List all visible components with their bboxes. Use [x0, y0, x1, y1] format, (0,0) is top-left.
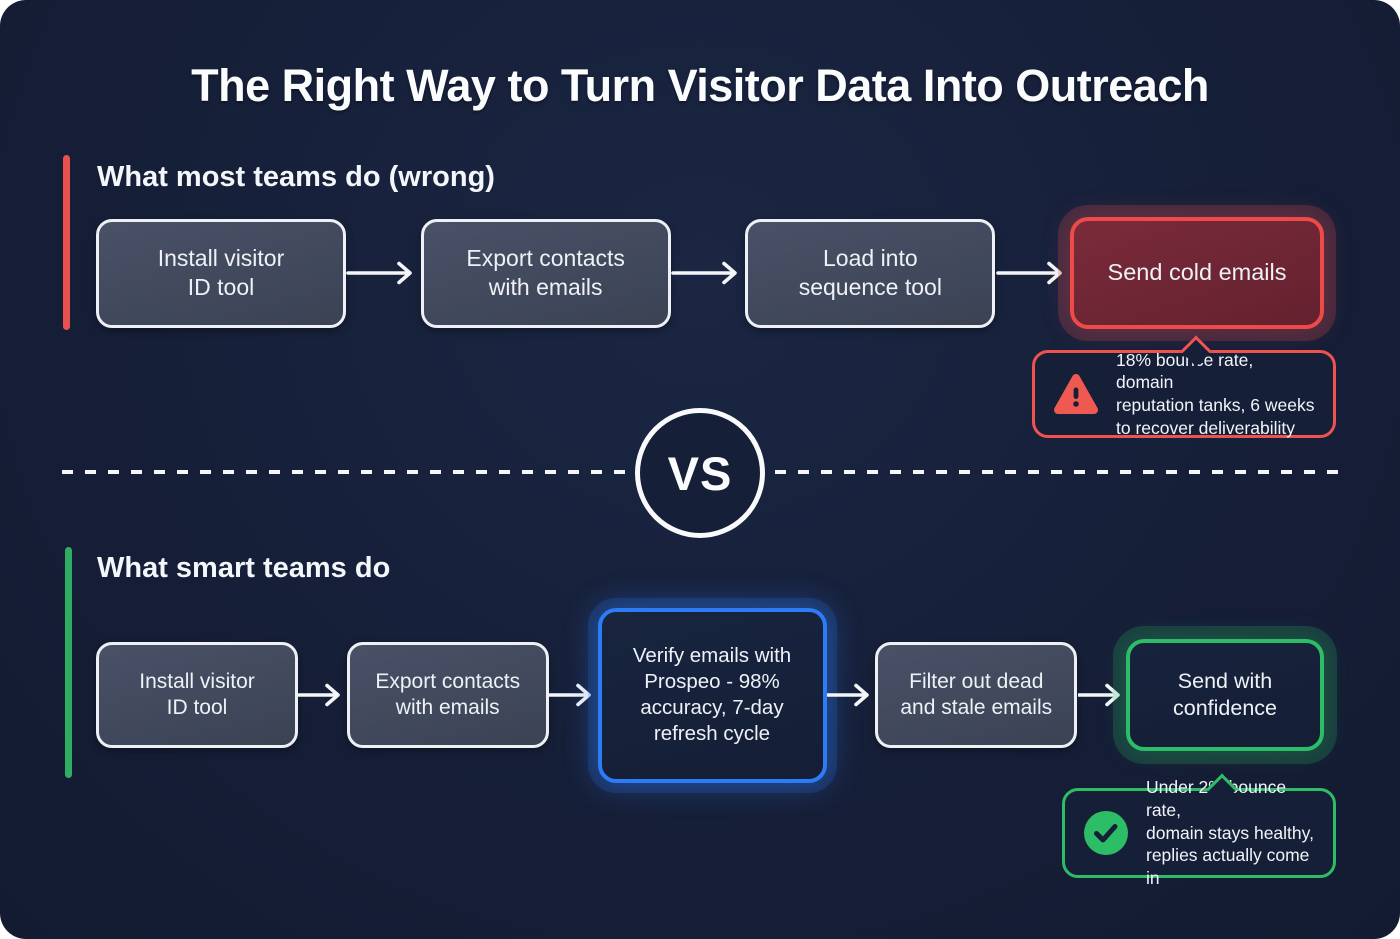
arrow-right-icon	[346, 261, 413, 285]
step-send-cold-emails: Send cold emails	[1070, 217, 1325, 329]
step-install-visitor-id-tool: Install visitor ID tool	[96, 642, 298, 748]
arrow-right-icon	[826, 683, 869, 707]
flow-connector	[671, 259, 746, 287]
smart-flow-row: Install visitor ID tool Export contacts …	[96, 605, 1324, 785]
smart-outcome-callout: Under 2% bounce rate, domain stays healt…	[1062, 773, 1336, 888]
wrong-outcome-callout: 18% bounce rate, domain reputation tanks…	[1032, 335, 1336, 438]
check-circle-icon	[1083, 810, 1129, 856]
flow-connector	[1077, 681, 1126, 709]
step-verify-emails-prospeo: Verify emails with Prospeo - 98% accurac…	[597, 607, 827, 783]
page-title: The Right Way to Turn Visitor Data Into …	[191, 60, 1209, 111]
step-export-contacts: Export contacts with emails	[420, 218, 671, 328]
flow-connector	[995, 259, 1070, 287]
flow-connector	[549, 681, 598, 709]
wrong-section-accent-bar	[63, 155, 70, 330]
smart-section-heading: What smart teams do	[97, 552, 391, 584]
step-load-sequence-tool: Load into sequence tool	[745, 218, 996, 328]
step-export-contacts: Export contacts with emails	[346, 642, 549, 748]
vs-badge: VS	[635, 408, 765, 538]
warning-triangle-icon	[1053, 373, 1099, 415]
step-send-with-confidence: Send with confidence	[1126, 639, 1324, 751]
arrow-right-icon	[995, 261, 1062, 285]
arrow-right-icon	[298, 683, 341, 707]
flow-connector	[346, 259, 421, 287]
wrong-flow-row: Install visitor ID tool Export contacts …	[96, 214, 1325, 332]
arrow-right-icon	[1077, 683, 1120, 707]
arrow-right-icon	[549, 683, 591, 707]
step-filter-dead-emails: Filter out dead and stale emails	[875, 642, 1078, 748]
flow-connector	[826, 681, 876, 709]
arrow-right-icon	[671, 261, 737, 285]
step-install-visitor-id-tool: Install visitor ID tool	[96, 218, 346, 328]
flow-connector	[298, 681, 347, 709]
smart-section-accent-bar	[65, 547, 72, 778]
wrong-section-heading: What most teams do (wrong)	[97, 161, 495, 193]
wrong-outcome-text: 18% bounce rate, domain reputation tanks…	[1116, 349, 1315, 438]
